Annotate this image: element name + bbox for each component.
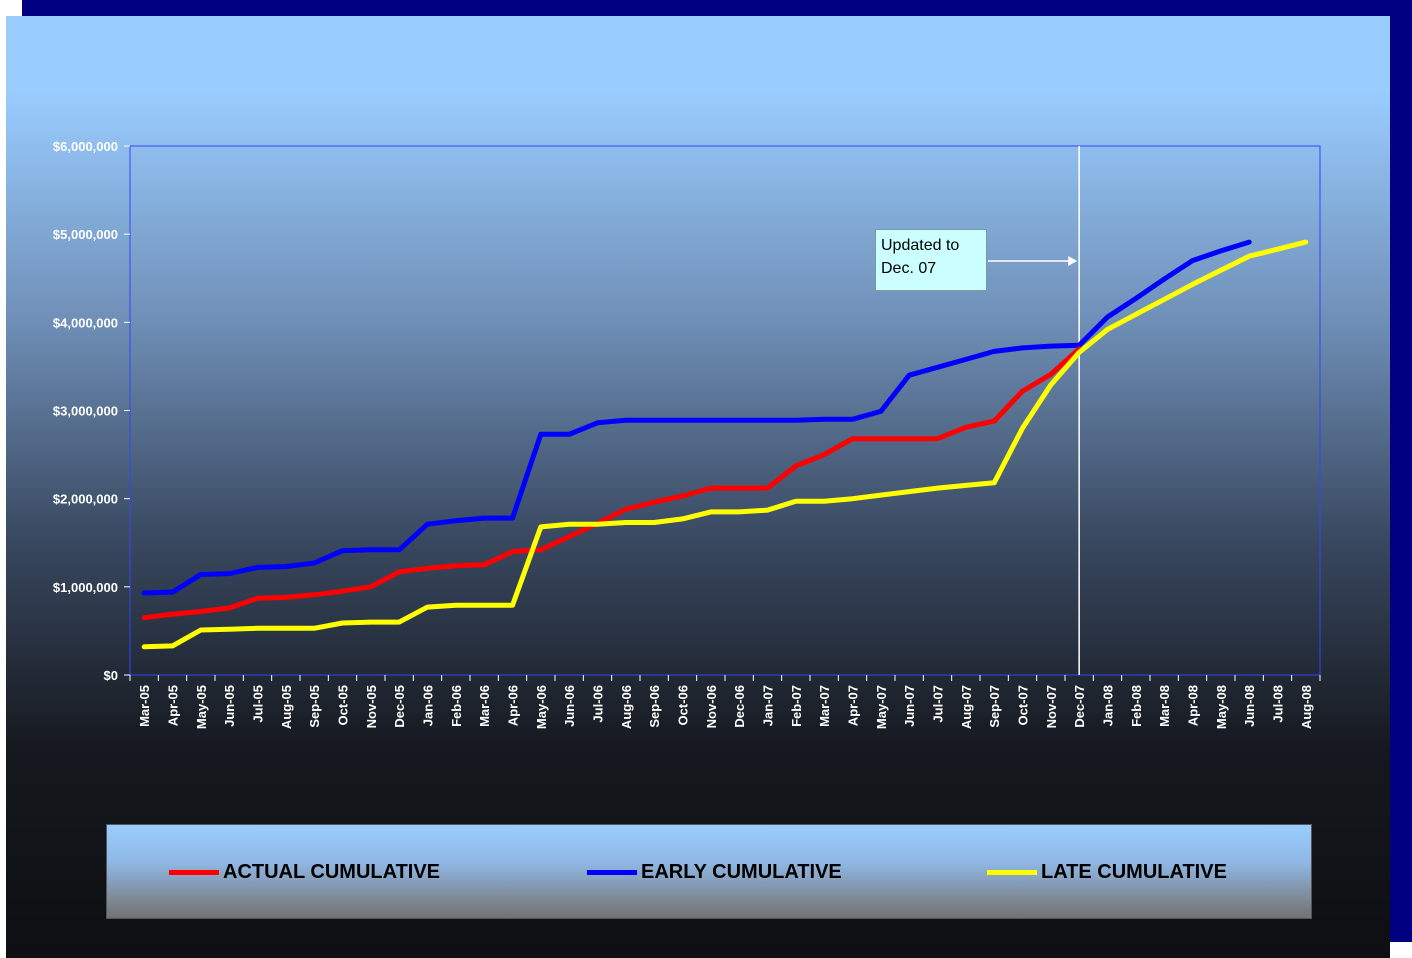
x-tick-label: Feb-08 bbox=[1129, 685, 1144, 727]
x-tick-label: Jan-07 bbox=[761, 685, 776, 726]
x-tick-label: Mar-07 bbox=[817, 685, 832, 727]
legend-label-late: LATE CUMULATIVE bbox=[1041, 860, 1227, 883]
x-tick-label: May-07 bbox=[874, 685, 889, 729]
y-tick-label: $0 bbox=[104, 668, 118, 683]
annotation-line2: Dec. 07 bbox=[881, 260, 937, 277]
x-tick-label: May-08 bbox=[1214, 685, 1229, 729]
series-line-early bbox=[141, 239, 1252, 596]
x-tick-label: Aug-06 bbox=[619, 685, 634, 729]
x-tick-label: Oct-07 bbox=[1016, 685, 1031, 725]
x-tick-label: Nov-06 bbox=[704, 685, 719, 728]
legend-swatch-early bbox=[587, 869, 637, 875]
y-tick-label: $3,000,000 bbox=[53, 404, 118, 419]
legend-item-actual: ACTUAL CUMULATIVE bbox=[169, 859, 440, 885]
series-line-late bbox=[141, 239, 1309, 650]
x-tick-label: Apr-06 bbox=[506, 685, 521, 726]
y-tick-label: $2,000,000 bbox=[53, 492, 118, 507]
x-tick-label: Aug-07 bbox=[959, 685, 974, 729]
x-tick-label: Nov-07 bbox=[1044, 685, 1059, 728]
x-tick-label: Dec-06 bbox=[732, 685, 747, 728]
y-tick-label: $5,000,000 bbox=[53, 227, 118, 242]
y-tick-label: $1,000,000 bbox=[53, 580, 118, 595]
series-line-actual bbox=[141, 346, 1082, 621]
x-tick-label: Jul-06 bbox=[591, 685, 606, 723]
x-tick-label: Jul-08 bbox=[1271, 685, 1286, 723]
x-tick-label: Apr-08 bbox=[1186, 685, 1201, 726]
x-tick-label: Mar-08 bbox=[1157, 685, 1172, 727]
legend-label-early: EARLY CUMULATIVE bbox=[641, 860, 842, 883]
x-tick-label: Sep-06 bbox=[647, 685, 662, 728]
x-tick-label: Sep-05 bbox=[307, 685, 322, 728]
x-tick-label: Jul-07 bbox=[931, 685, 946, 723]
x-tick-label: Apr-05 bbox=[166, 685, 181, 726]
x-tick-label: Aug-08 bbox=[1299, 685, 1314, 729]
x-tick-label: Feb-06 bbox=[449, 685, 464, 727]
x-tick-label: Jun-05 bbox=[222, 685, 237, 727]
y-tick-label: $4,000,000 bbox=[53, 315, 118, 330]
y-tick-label: $6,000,000 bbox=[53, 139, 118, 154]
x-tick-label: Jul-05 bbox=[251, 685, 266, 723]
x-tick-label: Jan-08 bbox=[1101, 685, 1116, 726]
legend-label-actual: ACTUAL CUMULATIVE bbox=[223, 860, 441, 883]
x-tick-label: May-06 bbox=[534, 685, 549, 729]
x-tick-label: May-05 bbox=[194, 685, 209, 729]
annotation-callout: Updated to Dec. 07 bbox=[875, 229, 987, 291]
legend-swatch-actual bbox=[169, 869, 219, 875]
legend-swatch-late bbox=[987, 869, 1037, 875]
x-tick-label: Mar-06 bbox=[477, 685, 492, 727]
x-tick-label: Mar-05 bbox=[137, 685, 152, 727]
x-tick-label: Dec-05 bbox=[392, 685, 407, 728]
x-tick-label: Jan-06 bbox=[421, 685, 436, 726]
x-tick-label: Dec-07 bbox=[1072, 685, 1087, 728]
x-tick-label: Jun-07 bbox=[902, 685, 917, 727]
x-tick-label: Aug-05 bbox=[279, 685, 294, 729]
x-tick-label: Jun-06 bbox=[562, 685, 577, 727]
annotation-arrow-head bbox=[1068, 256, 1078, 266]
x-tick-label: Feb-07 bbox=[789, 685, 804, 727]
legend-item-late: LATE CUMULATIVE bbox=[987, 859, 1227, 885]
x-tick-label: Nov-05 bbox=[364, 685, 379, 728]
x-tick-label: Jun-08 bbox=[1242, 685, 1257, 727]
x-tick-label: Apr-07 bbox=[846, 685, 861, 726]
chart-legend: ACTUAL CUMULATIVE EARLY CUMULATIVE LATE … bbox=[106, 824, 1312, 919]
x-tick-label: Sep-07 bbox=[987, 685, 1002, 728]
legend-item-early: EARLY CUMULATIVE bbox=[587, 859, 842, 885]
x-tick-label: Oct-05 bbox=[336, 685, 351, 725]
x-tick-label: Oct-06 bbox=[676, 685, 691, 725]
chart-panel bbox=[6, 16, 1390, 958]
annotation-line1: Updated to bbox=[881, 237, 960, 254]
